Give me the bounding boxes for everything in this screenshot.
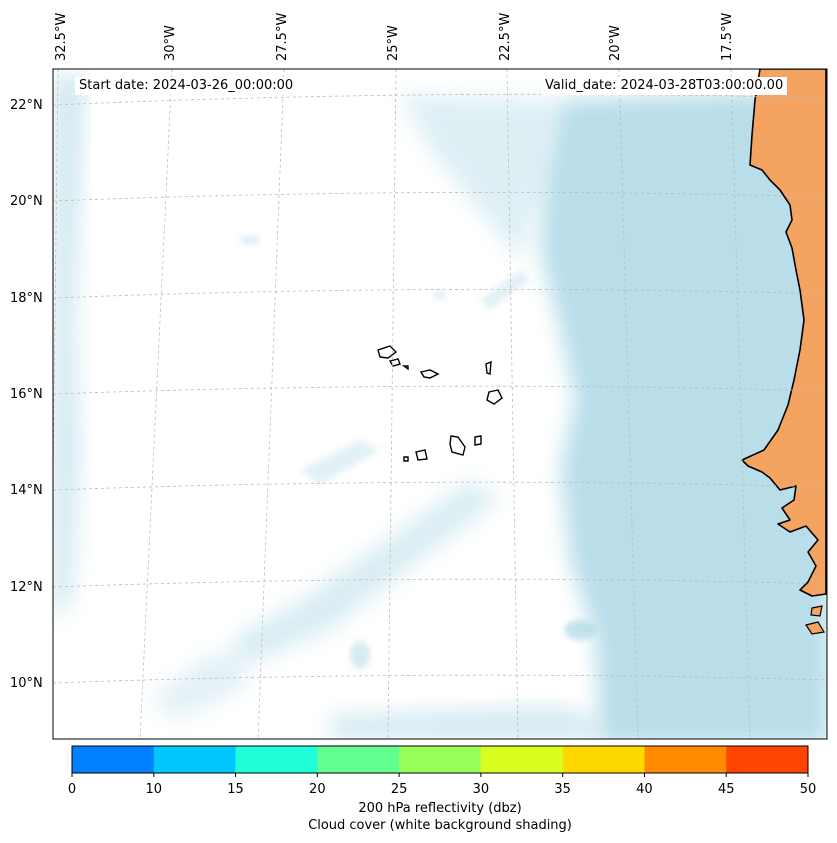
lon-label: 22.5°W bbox=[498, 12, 513, 61]
parallel-14n bbox=[53, 481, 827, 491]
lon-label: 20°W bbox=[608, 25, 623, 61]
meridian-27-5w bbox=[257, 69, 285, 739]
lat-label: 14°N bbox=[10, 483, 43, 498]
island-maio bbox=[474, 435, 482, 446]
colorbar-segment bbox=[235, 746, 318, 773]
lon-label: 27.5°W bbox=[275, 12, 290, 61]
colorbar-segment bbox=[317, 746, 400, 773]
parallel-22n bbox=[53, 93, 827, 106]
colorbar-label: 200 hPa reflectivity (dbz) bbox=[358, 801, 522, 816]
colorbar-segment bbox=[644, 746, 727, 773]
colorbar-segment bbox=[72, 746, 155, 773]
colorbar-segment bbox=[153, 746, 237, 773]
lon-label: 25°W bbox=[386, 25, 401, 61]
meridian-20w bbox=[618, 69, 639, 739]
cloud-mass-east bbox=[540, 90, 827, 739]
colorbar-segment bbox=[726, 746, 809, 773]
cape-verde-islands bbox=[377, 345, 503, 462]
colorbar-sublabel: Cloud cover (white background shading) bbox=[308, 818, 572, 833]
cloud-band-west bbox=[53, 75, 85, 620]
colorbar-tick-label: 35 bbox=[554, 782, 571, 797]
cloud-cell bbox=[350, 641, 370, 669]
start-date-label: Start date: bbox=[79, 78, 149, 93]
cloud-band-diagonal-1 bbox=[230, 480, 500, 660]
colorbar-tick-label: 45 bbox=[717, 782, 735, 797]
colorbar-tick-label: 15 bbox=[227, 782, 244, 797]
graticule bbox=[53, 69, 827, 739]
colorbar-segment bbox=[480, 746, 564, 773]
colorbar-tick-label: 40 bbox=[636, 782, 653, 797]
parallel-12n bbox=[53, 578, 827, 588]
parallel-18n bbox=[53, 288, 827, 299]
meridian-22-5w bbox=[506, 69, 519, 739]
colorbar-segment bbox=[562, 746, 645, 773]
island-brava bbox=[403, 456, 409, 462]
lon-label: 17.5°W bbox=[720, 12, 735, 61]
cloud-cell bbox=[434, 290, 446, 300]
colorbar-segment bbox=[399, 746, 482, 773]
island-santa-luzia bbox=[401, 365, 409, 371]
lat-label: 12°N bbox=[10, 580, 43, 595]
valid-date-value: 2024-03-28T03:00:00.00 bbox=[620, 78, 784, 93]
cloud-streak-south bbox=[330, 705, 600, 739]
lat-label: 18°N bbox=[10, 291, 43, 306]
island-boa-vista bbox=[486, 389, 503, 405]
island-bijagos bbox=[810, 605, 823, 617]
colorbar bbox=[71, 745, 809, 777]
colorbar-tick-label: 50 bbox=[799, 782, 817, 797]
cloud-streak-north bbox=[480, 270, 530, 310]
parallel-16n bbox=[53, 385, 827, 395]
island-sao-nicolau bbox=[419, 369, 440, 379]
lat-label: 10°N bbox=[10, 676, 43, 691]
start-date-value: 2024-03-26_00:00:00 bbox=[152, 78, 294, 93]
colorbar-tick-label: 25 bbox=[390, 782, 408, 797]
meridian-25w bbox=[387, 69, 397, 739]
lat-label: 20°N bbox=[10, 194, 43, 209]
colorbar-tick-label: 20 bbox=[309, 782, 326, 797]
island-bijagos-2 bbox=[805, 621, 825, 635]
cloud-streak-mid bbox=[300, 440, 380, 485]
africa-land-mass bbox=[741, 69, 827, 597]
lat-label: 16°N bbox=[10, 387, 43, 402]
island-fogo bbox=[415, 449, 428, 461]
meridian-30w bbox=[139, 69, 173, 739]
valid-date-label: Valid_date: bbox=[545, 78, 617, 93]
parallel-20n bbox=[53, 191, 827, 202]
island-santiago bbox=[449, 435, 466, 456]
cloud-cover-layer bbox=[53, 75, 827, 739]
map-frame bbox=[52, 68, 828, 740]
colorbar-tick-label: 30 bbox=[472, 782, 490, 797]
lat-label: 22°N bbox=[10, 98, 43, 113]
island-sal bbox=[485, 360, 492, 375]
cloud-cell bbox=[564, 620, 596, 640]
parallel-10n bbox=[53, 674, 827, 684]
colorbar-tick-label: 0 bbox=[67, 782, 77, 797]
island-santo-antao bbox=[377, 345, 398, 359]
colorbar-tick-label: 10 bbox=[145, 782, 163, 797]
lon-label: 32.5°W bbox=[54, 12, 69, 61]
cloud-cell bbox=[240, 235, 260, 245]
meridian-17-5w bbox=[730, 69, 751, 739]
valid-date-stamp: Valid_date: 2024-03-28T03:00:00.00 bbox=[541, 77, 788, 95]
start-date-stamp: Start date: 2024-03-26_00:00:00 bbox=[75, 77, 298, 95]
cloud-band-diagonal-2 bbox=[150, 640, 260, 720]
colorbar-border bbox=[71, 745, 809, 774]
lon-label: 30°W bbox=[163, 25, 178, 61]
cloud-mass-northeast bbox=[400, 95, 560, 260]
